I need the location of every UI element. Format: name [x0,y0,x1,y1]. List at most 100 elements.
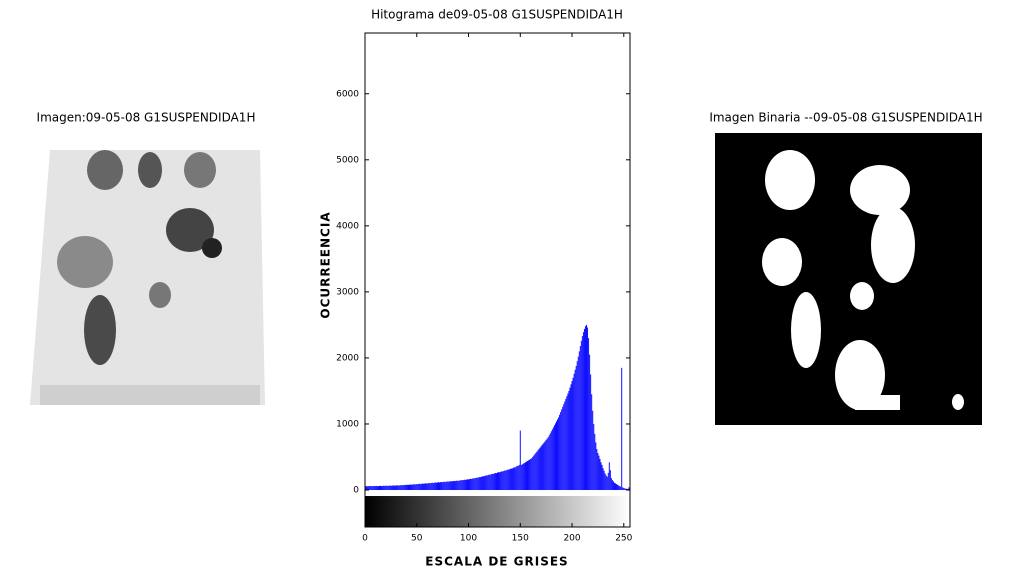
bar [390,485,392,491]
bar [536,451,538,491]
bar [471,478,473,491]
bar [559,414,561,491]
bar [616,484,618,491]
bar [424,483,426,491]
bar [458,480,460,491]
bar [500,471,502,491]
bar [543,442,545,491]
bar [620,486,622,491]
bar [498,472,500,491]
bar [553,425,555,491]
bar [395,485,397,491]
bar [592,410,594,491]
bar [625,488,627,491]
bar [461,480,463,491]
bar [444,481,446,491]
bar [612,481,614,491]
bar [558,417,560,491]
bar [473,478,475,491]
bar [602,468,604,491]
bar [448,481,450,491]
bar [535,453,537,491]
bar [523,462,525,491]
bar [532,456,534,491]
bar [550,431,552,491]
bar [441,481,443,491]
bar [484,475,486,491]
bar [442,482,444,491]
bar [618,485,620,491]
bar [593,423,595,491]
bar [570,384,572,491]
bar [453,480,455,491]
bar [372,486,374,491]
bar [600,462,602,491]
bar [400,485,402,491]
bar [382,485,384,491]
bar [410,484,412,491]
bar [590,374,592,491]
bar [556,421,557,491]
bar [386,485,388,491]
bar [542,443,544,491]
x-tick-label: 100 [460,534,477,544]
bar [557,419,559,491]
bar [511,468,513,491]
bar [604,473,606,491]
bar [491,473,493,491]
bar [436,482,438,491]
bar [391,485,393,491]
bar [610,478,612,491]
bar [587,327,589,491]
bar [517,465,519,491]
bar [552,427,554,491]
bar [605,475,607,491]
bar [524,462,526,491]
bar [510,468,512,491]
bar [421,483,423,491]
bar [596,449,598,491]
bar [477,477,479,491]
bar [560,412,562,491]
bar [460,480,462,491]
bar [426,483,428,491]
bar [483,476,485,491]
y-tick-label: 2000 [336,353,359,363]
bar [449,481,451,491]
bar [545,439,547,491]
bar [492,473,494,491]
bar [455,480,457,491]
bar [369,485,371,491]
bar [392,485,394,491]
bar [470,478,472,491]
bar [457,480,459,491]
bar [521,464,523,491]
bar [534,454,536,491]
y-tick-label: 0 [353,486,359,496]
bar [487,474,489,491]
bar [549,433,551,491]
bar [376,486,378,491]
bar [404,484,406,491]
bar [463,479,465,491]
bar [493,473,495,491]
bar [396,485,398,491]
bar [527,460,528,491]
bar [380,485,381,491]
bar [397,485,399,491]
bar [499,472,501,491]
bar [435,482,437,491]
bar [564,401,566,491]
bar [429,483,431,491]
right-image-title: Imagen Binaria --09-05-08 G1SUSPENDIDA1H [709,111,982,125]
bar [568,390,570,491]
bar [576,361,578,491]
bar [393,485,395,491]
bar [599,458,601,491]
bar [411,484,413,491]
bar [401,485,403,491]
binary-image [715,133,982,425]
y-tick-label: 1000 [336,419,359,429]
bar [433,482,435,491]
